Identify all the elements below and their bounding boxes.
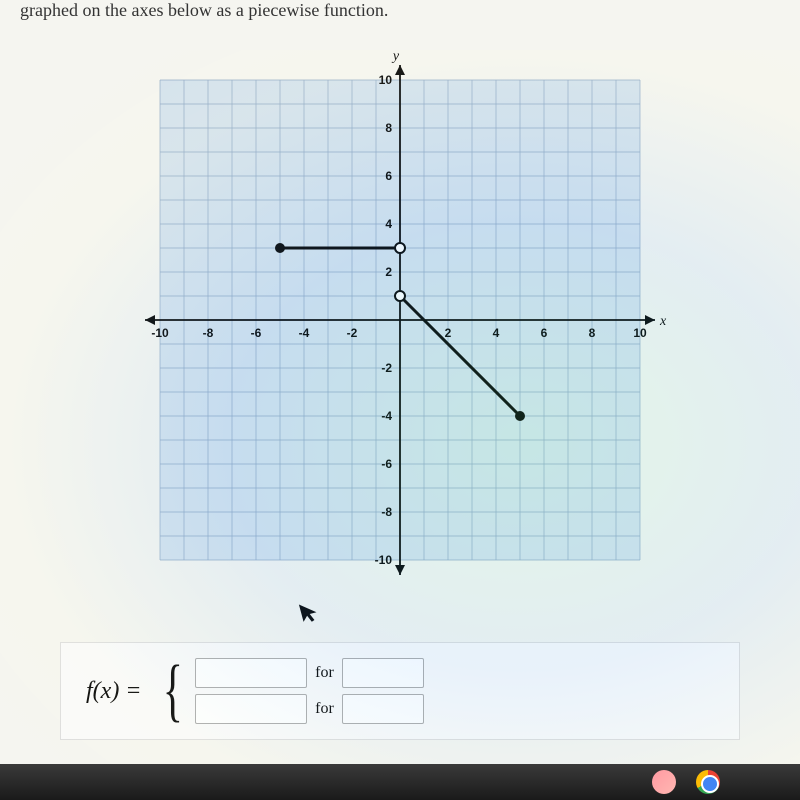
taskbar-chrome-icon[interactable] (696, 770, 720, 794)
taskbar-app-icon[interactable] (652, 770, 676, 794)
svg-text:-8: -8 (381, 505, 392, 519)
question-text-span: graphed on the axes below as a piecewise… (20, 0, 388, 20)
graph-container: -10 -8 -6 -4 -2 2 4 6 8 10 -10 -8 -6 -4 -2 2 4 6 8 10 x y (130, 50, 670, 590)
taskbar (0, 764, 800, 800)
for-label-1: for (315, 664, 334, 682)
pieces-container: for for (195, 658, 424, 724)
for-label-2: for (315, 700, 334, 718)
svg-text:-6: -6 (251, 326, 262, 340)
svg-text:4: 4 (385, 217, 392, 231)
svg-text:8: 8 (385, 121, 392, 135)
svg-text:-2: -2 (347, 326, 358, 340)
svg-text:8: 8 (589, 326, 596, 340)
brace-icon: { (162, 661, 182, 721)
svg-text:4: 4 (493, 326, 500, 340)
question-text: graphed on the axes below as a piecewise… (20, 0, 780, 21)
svg-text:-6: -6 (381, 457, 392, 471)
svg-text:-2: -2 (381, 361, 392, 375)
svg-text:2: 2 (385, 265, 392, 279)
svg-text:-10: -10 (151, 326, 169, 340)
fx-label: f(x) = (86, 678, 142, 705)
piece-1-domain-input[interactable] (342, 658, 424, 688)
answer-area: f(x) = { for for (60, 642, 740, 740)
svg-text:-8: -8 (203, 326, 214, 340)
piece-row-1: for (195, 658, 424, 688)
svg-text:-4: -4 (381, 409, 392, 423)
svg-text:2: 2 (445, 326, 452, 340)
svg-text:6: 6 (541, 326, 548, 340)
piece-1-expression-input[interactable] (195, 658, 307, 688)
graph-svg: -10 -8 -6 -4 -2 2 4 6 8 10 -10 -8 -6 -4 -2 2 4 6 8 10 x y (130, 50, 670, 590)
mouse-cursor-icon (296, 598, 323, 632)
svg-text:6: 6 (385, 169, 392, 183)
piece-2-domain-input[interactable] (342, 694, 424, 724)
svg-text:10: 10 (379, 73, 393, 87)
svg-text:x: x (659, 314, 667, 329)
piece-row-2: for (195, 694, 424, 724)
svg-text:-10: -10 (375, 553, 393, 567)
piece-2-expression-input[interactable] (195, 694, 307, 724)
svg-text:-4: -4 (299, 326, 310, 340)
svg-text:10: 10 (633, 326, 647, 340)
svg-text:y: y (391, 50, 400, 64)
